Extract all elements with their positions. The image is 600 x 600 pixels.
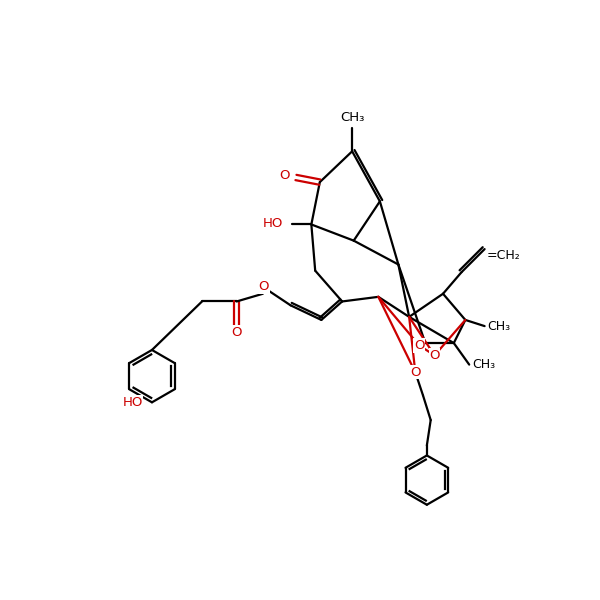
Text: CH₃: CH₃: [488, 320, 511, 332]
Text: CH₃: CH₃: [472, 358, 496, 371]
Text: HO: HO: [262, 217, 283, 230]
Text: =CH₂: =CH₂: [487, 249, 521, 262]
Text: O: O: [410, 366, 421, 379]
Text: O: O: [279, 169, 290, 182]
Text: HO: HO: [122, 396, 143, 409]
Text: O: O: [414, 339, 424, 352]
Text: O: O: [430, 349, 440, 362]
Text: CH₃: CH₃: [340, 110, 364, 124]
Text: O: O: [259, 280, 269, 293]
Text: O: O: [232, 326, 242, 339]
